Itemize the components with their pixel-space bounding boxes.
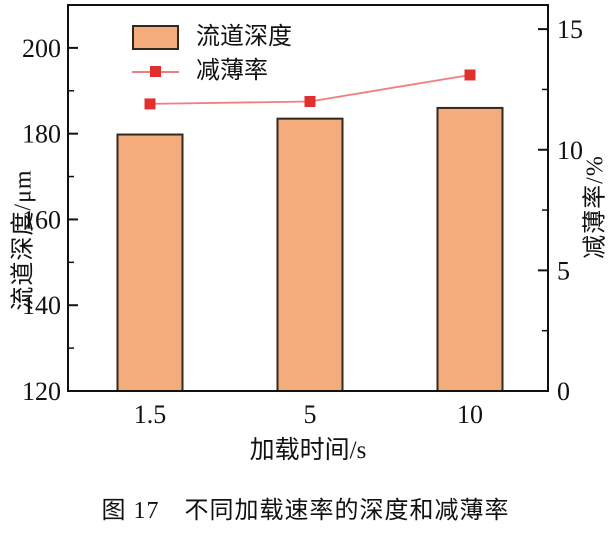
plot-border: [67, 4, 549, 392]
right-axis-title: 减薄率/%: [582, 155, 609, 259]
left-tick-label: 120: [22, 377, 61, 406]
legend: 流道深度 减薄率: [132, 24, 292, 92]
x-axis-title: 加载时间/s: [249, 437, 367, 464]
left-tick-label: 180: [22, 120, 61, 149]
x-tick-label: 1.5: [134, 400, 167, 429]
line-marker: [144, 98, 156, 110]
line-marker: [304, 96, 316, 107]
left-tick-label: 200: [22, 34, 61, 63]
legend-item-bar: 流道深度: [132, 24, 292, 51]
right-tick-label: 5: [557, 256, 570, 285]
x-tick-label: 5: [304, 400, 317, 429]
left-tick-label: 160: [22, 205, 61, 234]
right-tick-label: 15: [557, 15, 583, 44]
chart-plot: 120 140 160 180 200 0 5 10 15 1.5 5 10: [22, 4, 583, 429]
bar-5: [276, 117, 344, 393]
left-axis-title: 流道深度/μm: [10, 169, 37, 311]
bar-10: [436, 106, 504, 393]
legend-label-line: 减薄率: [196, 58, 268, 84]
figure-caption: 图 17 不同加载速率的深度和减薄率: [101, 498, 510, 524]
bar-swatch-icon: [132, 25, 179, 50]
right-tick-label: 10: [557, 136, 583, 165]
line-marker: [464, 69, 476, 81]
x-tick-label: 10: [457, 400, 483, 429]
bar-1.5: [116, 133, 184, 392]
left-tick-label: 140: [22, 291, 61, 320]
legend-item-line: 减薄率: [132, 58, 292, 85]
legend-label-bar: 流道深度: [196, 24, 292, 50]
line-swatch-icon: [132, 66, 179, 77]
right-tick-label: 0: [557, 377, 570, 406]
square-marker-icon: [150, 66, 161, 77]
